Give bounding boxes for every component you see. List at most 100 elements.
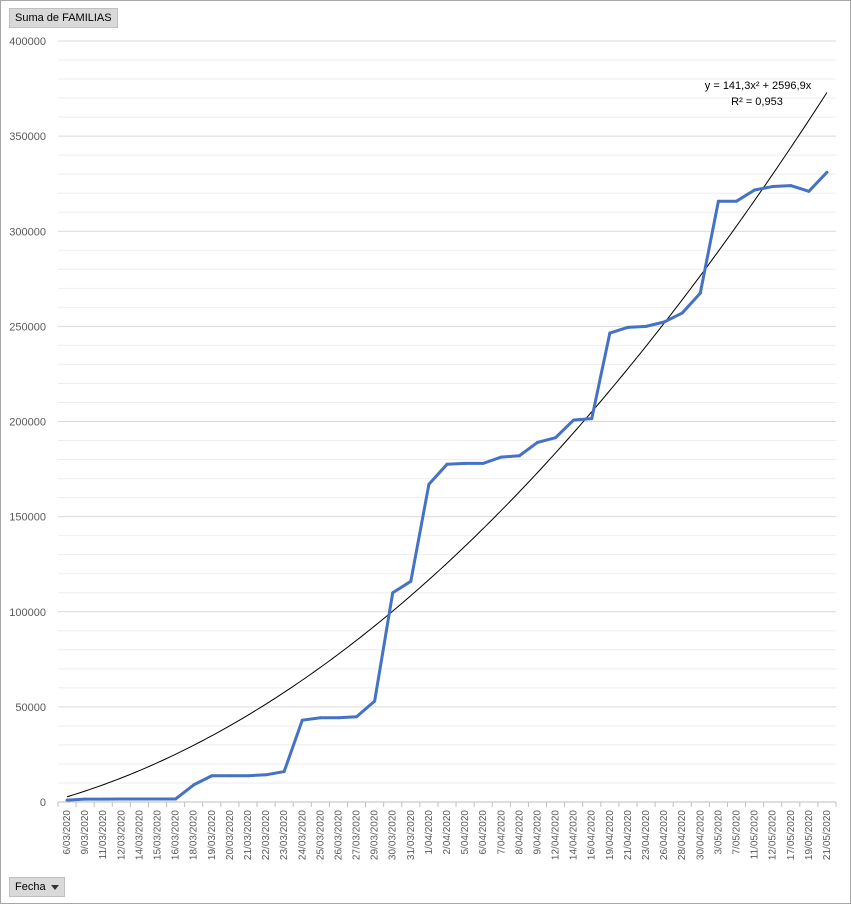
data-point	[192, 783, 196, 787]
data-point	[807, 189, 811, 193]
x-tick-label: 21/04/2020	[623, 810, 634, 860]
data-point	[572, 418, 576, 422]
data-point	[662, 320, 666, 324]
data-point	[137, 797, 141, 801]
data-point	[65, 798, 69, 802]
trendline-r2: R² = 0,953	[731, 96, 783, 108]
data-point	[318, 716, 322, 720]
data-point	[716, 199, 720, 203]
x-tick-label: 30/04/2020	[695, 810, 706, 860]
trendline-equation: y = 141,3x² + 2596,9x	[705, 80, 812, 92]
data-point	[156, 797, 160, 801]
x-tick-label: 14/04/2020	[569, 810, 580, 860]
x-tick-label: 1/04/2020	[424, 810, 435, 855]
data-point	[264, 773, 268, 777]
data-point	[608, 331, 612, 335]
x-tick-label: 17/05/2020	[786, 810, 797, 860]
axis-field-label: Fecha	[15, 881, 46, 893]
x-tick-label: 29/03/2020	[370, 810, 381, 860]
x-tick-label: 15/03/2020	[153, 810, 164, 860]
data-point	[825, 170, 829, 174]
x-tick-label: 23/03/2020	[279, 810, 290, 860]
data-point	[391, 591, 395, 595]
trendline	[66, 92, 828, 798]
x-tick-label: 19/05/2020	[804, 810, 815, 860]
data-point	[771, 185, 775, 189]
x-tick-label: 26/04/2020	[659, 810, 670, 860]
value-field-button[interactable]: Suma de FAMILIAS	[9, 8, 118, 28]
x-axis-tick-labels: 6/03/2020 9/03/2020 11/03/2020 12/03/2020 14…	[57, 802, 837, 860]
y-tick-label: 250000	[9, 321, 46, 333]
data-point	[481, 461, 485, 465]
x-tick-label: 3/05/2020	[713, 810, 724, 855]
x-tick-label: 24/03/2020	[297, 810, 308, 860]
x-tick-label: 31/03/2020	[406, 810, 417, 860]
x-tick-label: 8/04/2020	[514, 810, 525, 855]
x-tick-label: 19/03/2020	[207, 810, 218, 860]
data-point	[119, 797, 123, 801]
x-tick-label: 19/04/2020	[605, 810, 616, 860]
y-tick-label: 200000	[9, 417, 46, 429]
data-point	[753, 188, 757, 192]
series-points	[65, 170, 829, 802]
data-point	[499, 455, 503, 459]
x-tick-label: 21/05/2020	[822, 810, 833, 860]
y-tick-label: 50000	[15, 702, 46, 714]
y-tick-label: 300000	[9, 226, 46, 238]
data-point	[734, 199, 738, 203]
y-tick-label: 100000	[9, 607, 46, 619]
data-point	[228, 774, 232, 778]
data-point	[644, 324, 648, 328]
series-line	[66, 171, 829, 802]
x-tick-label: 2/04/2020	[442, 810, 453, 855]
data-point	[626, 325, 630, 329]
x-tick-label: 16/03/2020	[171, 810, 182, 860]
x-tick-label: 12/03/2020	[116, 810, 127, 860]
x-tick-label: 23/04/2020	[641, 810, 652, 860]
data-point	[427, 482, 431, 486]
y-tick-label: 0	[40, 797, 46, 809]
data-point	[554, 436, 558, 440]
x-tick-label: 9/03/2020	[80, 810, 91, 855]
data-point	[463, 461, 467, 465]
data-point	[83, 797, 87, 801]
x-tick-label: 9/04/2020	[532, 810, 543, 855]
x-tick-label: 27/03/2020	[352, 810, 363, 860]
x-tick-label: 26/03/2020	[333, 810, 344, 860]
data-point	[680, 311, 684, 315]
x-tick-label: 28/04/2020	[677, 810, 688, 860]
data-point	[535, 440, 539, 444]
data-point	[373, 699, 377, 703]
data-point	[174, 797, 178, 801]
x-tick-label: 14/03/2020	[134, 810, 145, 860]
data-point	[409, 579, 413, 583]
x-tick-label: 7/05/2020	[731, 810, 742, 855]
data-point	[789, 184, 793, 188]
x-tick-label: 16/04/2020	[587, 810, 598, 860]
axis-field-button[interactable]: Fecha	[9, 877, 65, 897]
data-point	[355, 715, 359, 719]
y-tick-label: 350000	[9, 131, 46, 143]
y-axis-tick-labels: 0 50000 100000 150000 200000 250000 300000 3500…	[9, 36, 46, 809]
data-point	[210, 774, 214, 778]
data-point	[590, 417, 594, 421]
data-point	[300, 718, 304, 722]
y-tick-label: 150000	[9, 512, 46, 524]
x-tick-label: 11/05/2020	[750, 810, 761, 860]
data-point	[336, 716, 340, 720]
x-tick-label: 5/04/2020	[460, 810, 471, 855]
data-point	[101, 797, 105, 801]
data-point	[246, 774, 250, 778]
x-tick-label: 12/05/2020	[768, 810, 779, 860]
data-point	[282, 770, 286, 774]
data-point	[698, 291, 702, 295]
data-point	[445, 462, 449, 466]
y-tick-label: 400000	[9, 36, 46, 48]
x-tick-label: 7/04/2020	[496, 810, 507, 855]
x-tick-label: 21/03/2020	[243, 810, 254, 860]
x-tick-label: 25/03/2020	[315, 810, 326, 860]
x-tick-label: 12/04/2020	[551, 810, 562, 860]
x-tick-label: 6/03/2020	[62, 810, 73, 855]
